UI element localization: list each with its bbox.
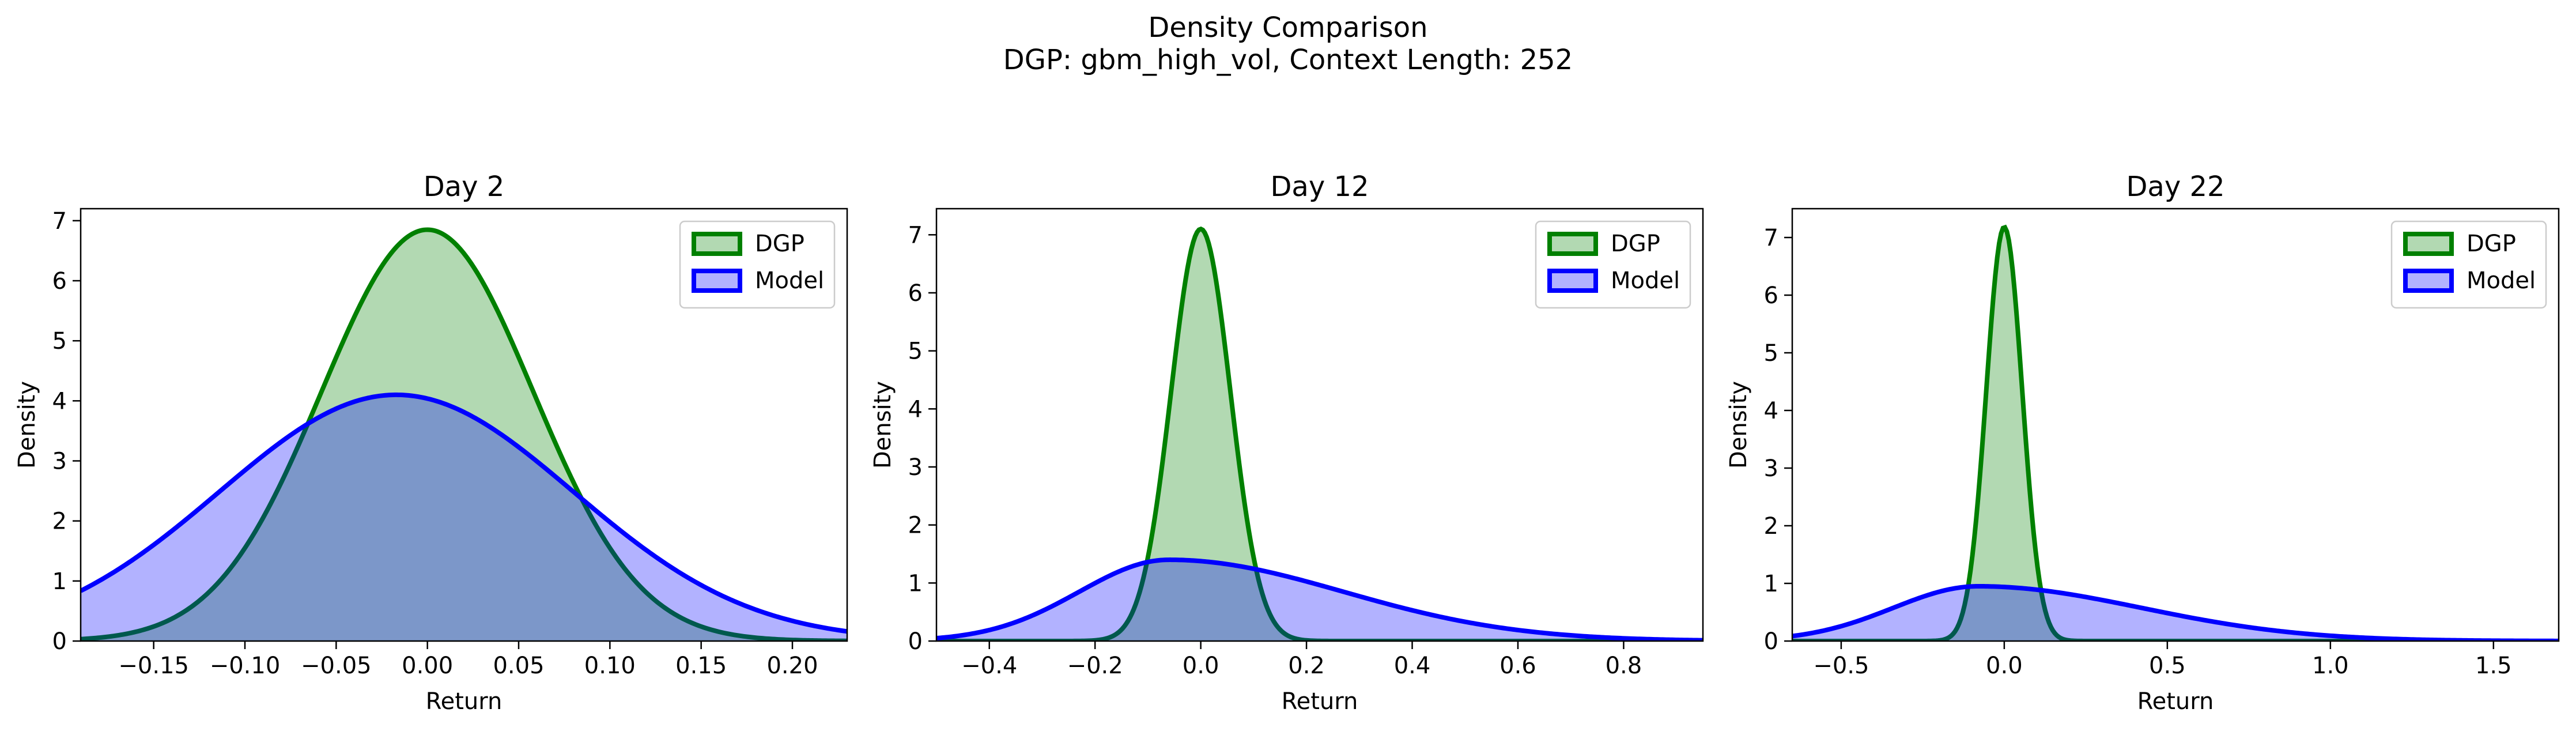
axes-frame <box>1791 208 2560 642</box>
subplot-2: −0.4 −0.2 0.0 0.2 0.4 0.6 0.8 0 1 2 3 4 5 6 7 Day 12 Ret… <box>870 171 1704 715</box>
legend-label-dgp: DGP <box>1611 231 1660 257</box>
x-axis-label: Return <box>2137 688 2214 715</box>
legend-swatch-model <box>2403 269 2454 293</box>
x-tick-label: 0.0 <box>1986 653 2023 679</box>
x-tick-label: 0.10 <box>584 653 636 679</box>
subplot-1: −0.15 −0.10 −0.05 0.00 0.05 0.10 0.15 0.20 0 1 2 3 4… <box>14 171 848 715</box>
figure-subtitle: DGP: gbm_high_vol, Context Length: 252 <box>1003 44 1573 76</box>
x-tick-label: −0.4 <box>961 653 1017 679</box>
y-tick-label: 5 <box>1764 340 1778 367</box>
subplot-title: Day 2 <box>424 171 505 203</box>
x-tick-label: 1.0 <box>2312 653 2349 679</box>
y-tick-label: 2 <box>1764 513 1778 540</box>
axes-frame <box>80 208 848 642</box>
legend: DGP Model <box>2390 220 2547 309</box>
model-density-line <box>1792 583 2559 641</box>
x-axis-label: Return <box>426 688 503 715</box>
x-tick-label: 0.8 <box>1606 653 1642 679</box>
legend-swatch-dgp <box>2403 232 2454 256</box>
y-tick-label: 2 <box>908 512 923 539</box>
x-tick-label: −0.05 <box>301 653 372 679</box>
legend-swatch-dgp <box>692 232 742 256</box>
dgp-density-fill <box>81 229 847 641</box>
x-axis-label: Return <box>1282 688 1358 715</box>
y-tick-label: 6 <box>908 280 923 307</box>
y-tick-label: 0 <box>1764 628 1778 655</box>
legend-swatch-dgp <box>1547 232 1598 256</box>
x-tick-label: 0.4 <box>1394 653 1431 679</box>
model-density-line <box>936 557 1703 641</box>
legend: DGP Model <box>1535 220 1691 309</box>
x-tick-label: −0.5 <box>1813 653 1869 679</box>
y-tick-label: 2 <box>52 508 67 535</box>
dgp-density-line <box>81 227 847 641</box>
x-tick-label: 0.6 <box>1499 653 1536 679</box>
x-tick-label: 0.05 <box>493 653 544 679</box>
figure-title: Density Comparison <box>1148 12 1427 44</box>
x-tick-label: 0.5 <box>2149 653 2186 679</box>
x-tick-label: 1.5 <box>2475 653 2512 679</box>
model-density-fill <box>936 560 1703 641</box>
model-density-fill <box>81 394 847 641</box>
y-tick-label: 3 <box>908 454 923 481</box>
x-tick-label: −0.2 <box>1067 653 1123 679</box>
model-density-line <box>81 392 847 634</box>
y-tick-label: 7 <box>908 222 923 248</box>
subplot-title: Day 22 <box>2126 171 2224 203</box>
x-tick-label: −0.15 <box>118 653 189 679</box>
plot-area <box>81 227 847 641</box>
y-tick-label: 1 <box>52 568 67 595</box>
y-tick-label: 4 <box>1764 398 1778 424</box>
y-tick-label: 6 <box>1764 282 1778 309</box>
y-tick-label: 0 <box>52 628 67 655</box>
y-tick-label: 6 <box>52 268 67 295</box>
y-tick-label: 1 <box>1764 571 1778 597</box>
legend-label-dgp: DGP <box>2467 231 2516 257</box>
legend-label-model: Model <box>1611 267 1680 294</box>
subplot-3: −0.5 0.0 0.5 1.0 1.5 0 1 2 3 4 5 6 7 Day 22 Return Dens… <box>1725 171 2560 715</box>
subplot-title: Day 12 <box>1270 171 1369 203</box>
y-tick-label: 4 <box>908 396 923 423</box>
subplot-panels: −0.15 −0.10 −0.05 0.00 0.05 0.10 0.15 0.2001234… <box>14 171 2560 715</box>
model-density-fill <box>1792 586 2559 641</box>
x-tick-label: 0.2 <box>1288 653 1325 679</box>
y-tick-label: 3 <box>52 448 67 475</box>
y-tick-label: 5 <box>908 338 923 365</box>
dgp-density-fill <box>1792 227 2559 641</box>
y-axis-label: Density <box>1725 381 1752 469</box>
y-axis-label: Density <box>14 381 40 469</box>
y-tick-label: 1 <box>908 570 923 597</box>
x-tick-label: 0.00 <box>402 653 453 679</box>
legend: DGP Model <box>679 220 836 309</box>
x-tick-label: 0.20 <box>766 653 818 679</box>
y-axis-label: Density <box>870 381 896 469</box>
legend-label-dgp: DGP <box>755 231 804 257</box>
legend-label-model: Model <box>755 267 824 294</box>
y-tick-label: 7 <box>52 208 67 235</box>
y-tick-label: 0 <box>908 628 923 655</box>
x-tick-label: −0.10 <box>210 653 281 679</box>
axes-frame <box>935 208 1704 642</box>
legend-swatch-model <box>1547 269 1598 293</box>
x-tick-label: 0.0 <box>1183 653 1219 679</box>
legend-label-model: Model <box>2467 267 2536 294</box>
y-tick-label: 3 <box>1764 455 1778 482</box>
x-tick-label: 0.15 <box>675 653 727 679</box>
legend-swatch-model <box>692 269 742 293</box>
y-tick-label: 4 <box>52 388 67 414</box>
y-tick-label: 5 <box>52 328 67 355</box>
y-tick-label: 7 <box>1764 225 1778 251</box>
